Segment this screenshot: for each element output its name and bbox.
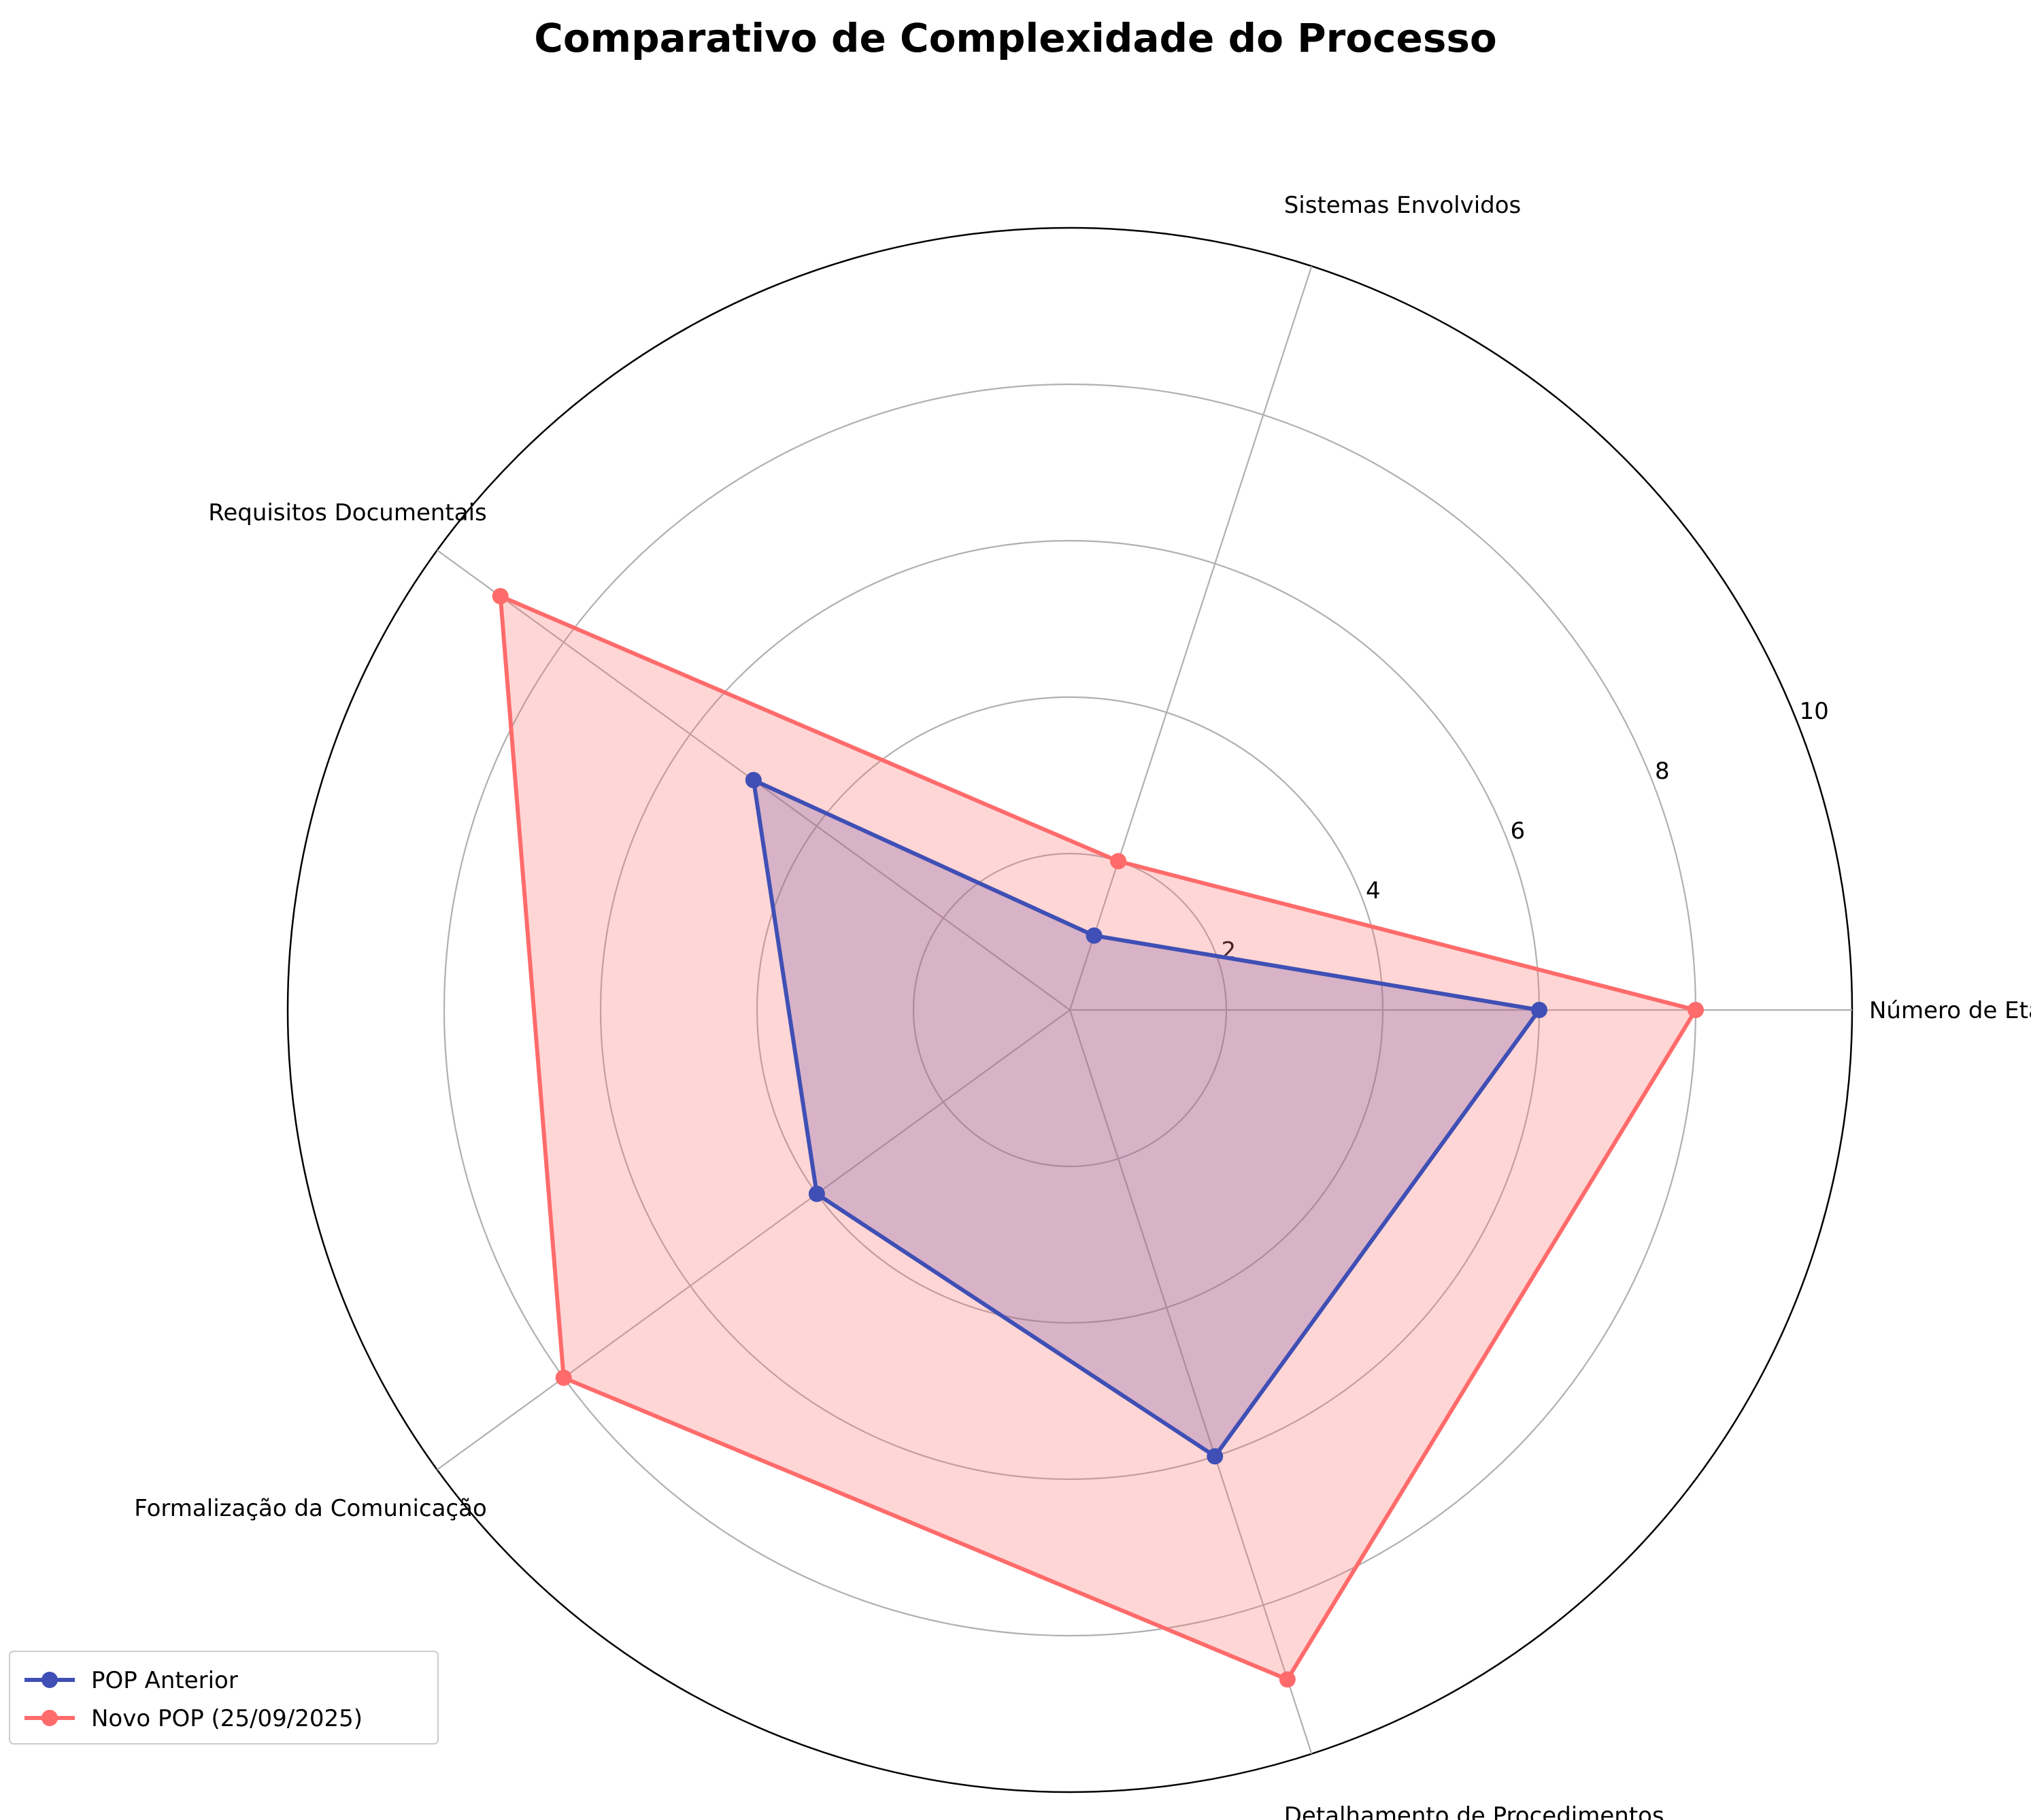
legend-label: POP Anterior (91, 1667, 238, 1694)
series-fill (500, 596, 1696, 1680)
series-line (751, 778, 1541, 1459)
data-point (1531, 1002, 1547, 1018)
axis-labels: Número de Etapas Sistemas Envolvidos Requi… (134, 192, 2031, 1820)
axis-spoke (1069, 265, 1313, 1011)
legend-label: Novo POP (25/09/2025) (91, 1705, 363, 1732)
legend-swatch-marker (41, 1710, 58, 1726)
radial-tick-label: 10 (1799, 698, 1828, 725)
axis-category-label: Sistemas Envolvidos (1284, 192, 1522, 219)
data-point (492, 588, 509, 605)
series-layer (492, 588, 1704, 1688)
data-point (808, 1185, 825, 1202)
axis-spoke (1069, 1009, 1313, 1755)
data-point (1207, 1448, 1224, 1465)
axis-category-label: Detalhamento de Procedimentos (1284, 1802, 1664, 1820)
data-point (1110, 853, 1127, 870)
axis-category-label: Número de Etapas (1869, 997, 2031, 1024)
axis-category-label: Formalização da Comunicação (134, 1495, 486, 1522)
radial-tick-label: 6 (1510, 818, 1525, 845)
radial-tick-label: 4 (1366, 877, 1381, 905)
data-point (555, 1369, 572, 1386)
data-point (1279, 1671, 1296, 1688)
axis-spoke (436, 1009, 1071, 1470)
data-point (1688, 1002, 1704, 1018)
data-point (745, 772, 762, 789)
legend: POP Anterior Novo POP (25/09/2025) (9, 1651, 439, 1745)
radial-tick-label: 8 (1655, 758, 1670, 785)
chart-title: Comparativo de Complexidade do Processo (534, 15, 1496, 61)
data-point (1086, 927, 1103, 944)
axis-category-label: Requisitos Documentais (208, 499, 487, 526)
legend-swatch-marker (41, 1672, 58, 1688)
series-fill (753, 780, 1539, 1457)
legend-box (9, 1651, 439, 1745)
series-line (498, 594, 1698, 1682)
